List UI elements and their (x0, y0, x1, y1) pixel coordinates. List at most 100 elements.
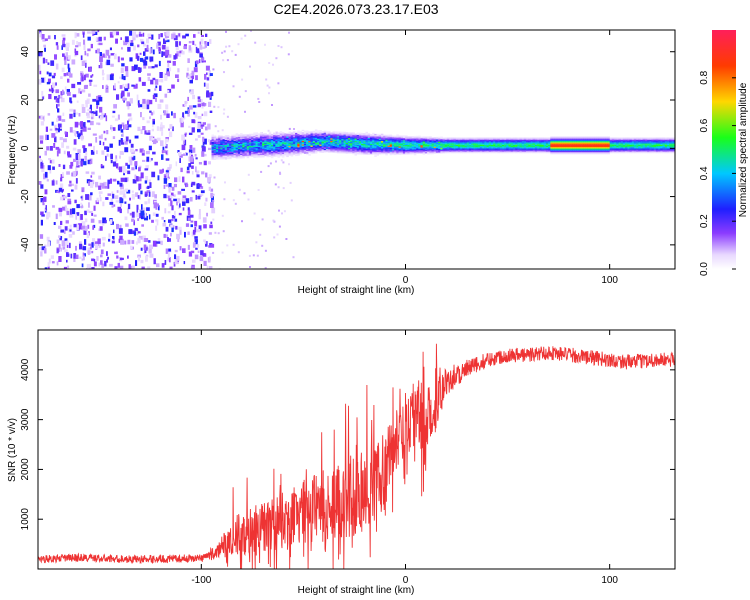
band-cell (477, 149, 481, 151)
band-cell (468, 150, 472, 152)
noise-cell (44, 171, 48, 178)
noise-cell (61, 142, 64, 148)
noise-cell (73, 112, 76, 118)
band-cell (396, 142, 399, 145)
noise-cell (95, 110, 98, 116)
band-cell (598, 151, 602, 154)
noise-cell (75, 154, 80, 161)
noise-cell (182, 248, 186, 253)
band-cell (363, 145, 366, 147)
band-cell (372, 134, 375, 136)
band-cell (325, 136, 329, 139)
noise-cell (123, 75, 126, 81)
band-cell (642, 142, 646, 144)
band-cell (310, 138, 313, 140)
band-cell (636, 139, 639, 142)
noise-cell (266, 84, 269, 87)
band-cell (449, 150, 452, 152)
band-cell (438, 145, 441, 147)
band-cell (297, 153, 300, 155)
noise-cell (125, 136, 129, 142)
band-cell (647, 138, 650, 140)
band-cell (292, 134, 296, 136)
band-cell (638, 144, 641, 146)
band-cell (466, 143, 470, 145)
band-cell (435, 141, 439, 143)
noise-cell (147, 130, 151, 135)
band-cell (273, 139, 276, 142)
band-cell (268, 132, 272, 135)
noise-cell (198, 194, 202, 197)
noise-cell (79, 256, 82, 259)
noise-cell (155, 85, 158, 89)
noise-cell (128, 118, 130, 122)
band-cell (559, 142, 562, 144)
noise-cell (158, 33, 161, 40)
band-cell (334, 147, 338, 149)
band-cell (277, 140, 280, 143)
noise-cell (47, 266, 50, 269)
noise-cell (137, 254, 141, 258)
band-cell (328, 143, 331, 145)
band-cell (559, 138, 562, 140)
band-cell (365, 134, 368, 136)
noise-cell (277, 45, 280, 47)
noise-cell (255, 241, 258, 244)
noise-cell (144, 100, 148, 105)
band-cell (339, 132, 342, 135)
band-cell (248, 138, 252, 140)
noise-cell (66, 208, 69, 214)
band-cell (550, 150, 553, 152)
noise-cell (165, 151, 168, 155)
noise-cell (157, 238, 161, 241)
band-cell (633, 145, 637, 148)
band-cell (240, 133, 243, 135)
noise-cell (195, 247, 198, 250)
band-cell (347, 150, 351, 152)
band-cell (592, 141, 595, 143)
band-cell (361, 142, 364, 144)
noise-cell (47, 113, 51, 116)
noise-cell (86, 232, 90, 239)
band-cell (279, 137, 283, 139)
noise-cell (114, 266, 118, 269)
band-cell (295, 136, 298, 138)
band-cell (519, 138, 522, 140)
band-cell (235, 153, 239, 156)
band-cell (642, 149, 646, 151)
noise-cell (91, 30, 96, 34)
noise-cell (95, 181, 99, 188)
band-cell (233, 143, 236, 145)
band-cell (270, 137, 274, 139)
band-cell (363, 141, 366, 143)
band-cell (374, 150, 377, 153)
band-cell (391, 152, 395, 154)
band-cell (440, 143, 443, 146)
band-cell (530, 139, 533, 142)
noise-cell (181, 134, 185, 141)
band-cell (367, 147, 371, 149)
band-cell (625, 145, 628, 148)
band-cell (638, 143, 641, 145)
band-cell (218, 143, 221, 146)
noise-cell (186, 170, 190, 174)
noise-cell (169, 257, 171, 263)
band-cell (365, 135, 368, 137)
band-cell (273, 138, 276, 140)
noise-cell (161, 216, 164, 220)
noise-cell (185, 33, 189, 37)
noise-cell (56, 117, 59, 122)
noise-cell (176, 233, 180, 240)
band-cell (416, 149, 419, 151)
band-cell (510, 147, 514, 149)
band-cell (631, 149, 635, 151)
noise-cell (200, 250, 204, 256)
band-cell (413, 149, 417, 151)
noise-cell (118, 228, 123, 234)
band-cell (383, 134, 386, 137)
band-cell (273, 137, 276, 139)
band-cell (539, 143, 542, 145)
noise-cell (181, 116, 186, 120)
band-cell (378, 148, 382, 150)
band-cell (581, 145, 584, 148)
